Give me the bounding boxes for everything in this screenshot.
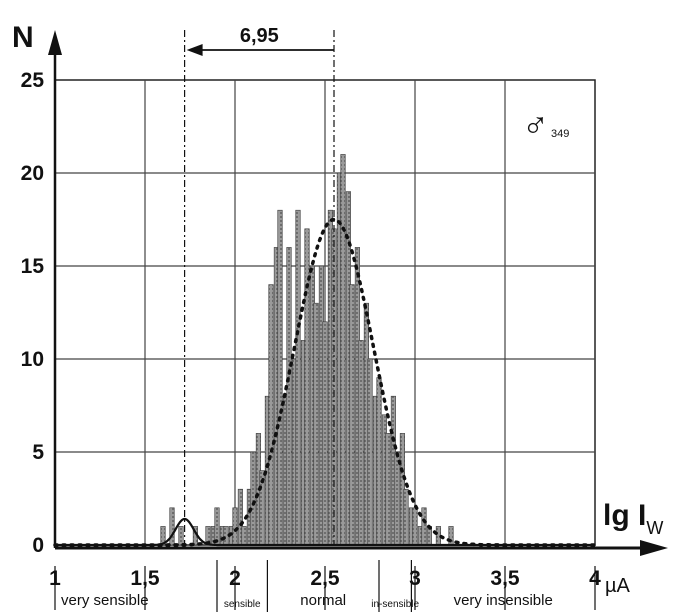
region-label: in-sensible — [371, 599, 419, 610]
histogram-bar — [295, 209, 301, 546]
small-peak-curve — [55, 517, 595, 547]
histogram-bar — [250, 451, 256, 546]
difference-arrow-head — [186, 44, 203, 56]
histogram-bar — [268, 284, 274, 546]
y-tick-label: 5 — [32, 441, 44, 464]
histogram-bar — [349, 284, 355, 546]
histogram-bar — [376, 377, 382, 546]
y-tick-label: 10 — [21, 348, 44, 371]
y-axis-label: N — [12, 21, 34, 54]
histogram-bar — [223, 526, 229, 546]
histogram-bar — [394, 451, 400, 546]
histogram-bar — [403, 488, 409, 546]
histogram-bar — [286, 247, 292, 546]
y-axis-arrow — [48, 30, 62, 55]
region-label: very sensible — [61, 592, 149, 609]
histogram-bar — [232, 507, 238, 546]
difference-annotation: 6,95 — [184, 25, 335, 545]
histogram-bar — [358, 340, 364, 546]
region-label: normal — [300, 592, 346, 609]
difference-label: 6,95 — [240, 25, 279, 47]
x-axis-label-main: lg I — [603, 499, 646, 532]
x-axis-arrow — [640, 540, 668, 556]
y-tick-label: 15 — [21, 255, 45, 278]
y-tick-label: 20 — [21, 162, 44, 185]
histogram-bars — [160, 154, 454, 546]
y-tick-label: 25 — [21, 69, 45, 92]
histogram-bar — [313, 302, 319, 546]
x-axis-unit: µA — [605, 575, 631, 597]
histogram-bar — [169, 507, 175, 546]
x-axis-label: lg IW — [603, 499, 663, 538]
histogram-bar — [322, 321, 328, 546]
histogram-bar — [367, 358, 373, 546]
y-tick-label: 0 — [32, 534, 44, 557]
histogram-bar — [241, 526, 247, 546]
male-symbol: ♂ — [522, 103, 549, 144]
x-tick-labels: 1 1,5 2 2,5 3 3,5 4 — [49, 566, 601, 610]
x-axis-label-subscript: W — [646, 518, 663, 538]
histogram-bar — [277, 209, 283, 546]
region-label: very insensible — [454, 592, 553, 609]
sensitivity-regions: very sensible sensible normal in-sensible ve… — [61, 560, 553, 612]
histogram-bar — [421, 507, 427, 546]
y-tick-labels: 0 5 10 15 20 25 — [21, 69, 45, 557]
distribution-curves — [53, 217, 597, 547]
histogram-bar — [178, 526, 184, 546]
histogram-bar — [160, 526, 166, 546]
sample-size: 349 — [551, 128, 569, 140]
histogram-bar — [340, 154, 346, 546]
histogram-bar — [385, 433, 391, 546]
histogram-bar — [412, 507, 418, 546]
region-label: sensible — [224, 599, 261, 610]
